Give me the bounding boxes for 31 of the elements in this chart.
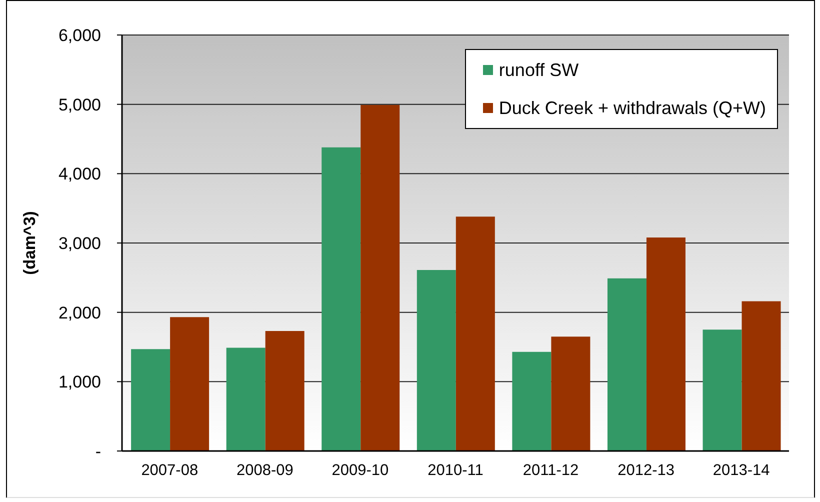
bar bbox=[456, 216, 495, 451]
x-tick-label: 2013-14 bbox=[712, 462, 770, 480]
x-tick-label: 2009-10 bbox=[332, 462, 390, 480]
x-tick-label: 2007-08 bbox=[141, 462, 198, 480]
x-tick-label: 2010-11 bbox=[428, 462, 484, 480]
bar bbox=[416, 270, 456, 451]
legend-label: Duck Creek + withdrawals (Q+W) bbox=[498, 98, 766, 118]
bar bbox=[131, 349, 170, 451]
x-tick-label: 2011-12 bbox=[522, 462, 579, 480]
x-tick-label: 2012-13 bbox=[618, 462, 675, 480]
bar bbox=[512, 352, 552, 451]
y-tick-label: 3,000 bbox=[58, 234, 101, 254]
bar bbox=[226, 348, 266, 451]
y-tick-label: 5,000 bbox=[58, 95, 101, 114]
x-tick-label: 2008-09 bbox=[236, 462, 294, 480]
y-tick-label: 2,000 bbox=[58, 303, 101, 322]
bar bbox=[360, 105, 400, 451]
y-tick-label: 4,000 bbox=[58, 164, 101, 184]
y-tick-label: 1,000 bbox=[58, 372, 101, 392]
y-tick-label: - bbox=[95, 442, 101, 462]
bar bbox=[322, 147, 361, 451]
bar bbox=[702, 330, 742, 451]
legend-label: runoff SW bbox=[498, 60, 579, 80]
bar bbox=[607, 278, 646, 451]
bar bbox=[170, 317, 210, 451]
y-axis-title: (dam^3) bbox=[21, 211, 39, 275]
y-tick-label: 6,000 bbox=[58, 26, 101, 46]
bar bbox=[742, 301, 781, 451]
bar bbox=[551, 336, 590, 451]
bar bbox=[265, 331, 304, 451]
bar bbox=[646, 237, 686, 451]
